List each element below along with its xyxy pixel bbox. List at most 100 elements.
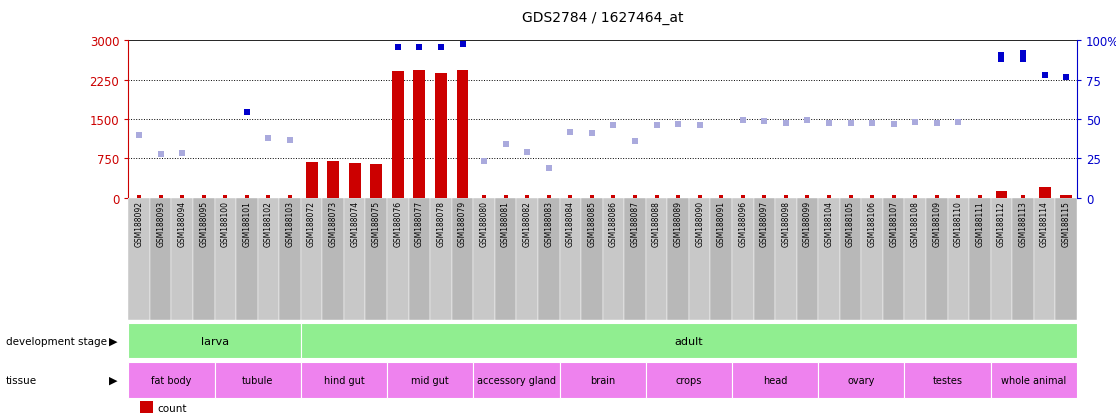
Text: GSM188105: GSM188105 [846, 201, 855, 247]
Bar [128, 198, 150, 320]
Bar [327, 161, 339, 198]
Text: GSM188096: GSM188096 [739, 201, 748, 247]
Text: GSM188092: GSM188092 [135, 201, 144, 247]
Bar [1012, 198, 1033, 320]
Bar [862, 198, 883, 320]
Bar [301, 362, 387, 398]
Bar [452, 198, 473, 320]
Text: GSM188112: GSM188112 [997, 201, 1006, 246]
Text: GSM188074: GSM188074 [350, 201, 359, 247]
Bar [797, 198, 818, 320]
Bar [387, 362, 473, 398]
Text: GSM188076: GSM188076 [393, 201, 403, 247]
Bar [1033, 198, 1056, 320]
Text: GSM188089: GSM188089 [674, 201, 683, 247]
Bar [435, 74, 446, 198]
Text: GSM188078: GSM188078 [436, 201, 445, 247]
Bar [818, 198, 839, 320]
Bar [991, 198, 1012, 320]
Bar [947, 198, 969, 320]
Text: GSM188090: GSM188090 [695, 201, 704, 247]
Bar [559, 198, 581, 320]
Text: whole animal: whole animal [1001, 375, 1067, 385]
Bar [150, 198, 172, 320]
Bar [581, 198, 603, 320]
Bar [624, 198, 646, 320]
Text: GSM188091: GSM188091 [716, 201, 725, 247]
Text: GSM188113: GSM188113 [1019, 201, 1028, 247]
Bar [559, 362, 646, 398]
Text: larva: larva [201, 336, 229, 346]
Bar [214, 198, 237, 320]
Bar [818, 362, 904, 398]
Text: GSM188098: GSM188098 [781, 201, 790, 247]
Bar [172, 198, 193, 320]
Bar [689, 198, 711, 320]
Bar [753, 198, 776, 320]
Text: testes: testes [933, 375, 963, 385]
Text: GSM188080: GSM188080 [480, 201, 489, 247]
Text: GSM188111: GSM188111 [975, 201, 984, 246]
Bar [646, 198, 667, 320]
Text: mid gut: mid gut [412, 375, 449, 385]
Text: GSM188095: GSM188095 [200, 201, 209, 247]
Bar [711, 198, 732, 320]
Text: development stage: development stage [6, 336, 107, 346]
Text: GSM188084: GSM188084 [566, 201, 575, 247]
Bar [279, 198, 301, 320]
Text: GSM188109: GSM188109 [932, 201, 941, 247]
Bar [991, 362, 1077, 398]
Bar [603, 198, 624, 320]
Text: GSM188103: GSM188103 [286, 201, 295, 247]
Text: tubule: tubule [242, 375, 273, 385]
Bar [371, 164, 382, 198]
Text: GSM188099: GSM188099 [802, 201, 812, 247]
Bar [301, 198, 323, 320]
Text: GSM188077: GSM188077 [415, 201, 424, 247]
Bar [413, 71, 425, 198]
Bar [732, 198, 753, 320]
Text: GSM188102: GSM188102 [264, 201, 273, 247]
Text: GSM188114: GSM188114 [1040, 201, 1049, 247]
Bar [904, 362, 991, 398]
Bar [301, 323, 1077, 358]
Bar [904, 198, 926, 320]
Text: GSM188081: GSM188081 [501, 201, 510, 247]
Bar [473, 362, 559, 398]
Bar [926, 198, 947, 320]
Text: GSM188115: GSM188115 [1061, 201, 1070, 247]
Text: GSM188083: GSM188083 [545, 201, 554, 247]
Bar [430, 198, 452, 320]
Bar [306, 163, 318, 198]
Bar [969, 198, 991, 320]
Text: GDS2784 / 1627464_at: GDS2784 / 1627464_at [522, 11, 683, 25]
Text: GSM188100: GSM188100 [221, 201, 230, 247]
Bar [473, 198, 494, 320]
Text: crops: crops [675, 375, 702, 385]
Text: tissue: tissue [6, 375, 37, 385]
Text: GSM188086: GSM188086 [609, 201, 618, 247]
Text: GSM188073: GSM188073 [328, 201, 338, 247]
Bar [392, 71, 404, 198]
Bar [128, 362, 214, 398]
Text: GSM188072: GSM188072 [307, 201, 316, 247]
Text: GSM188107: GSM188107 [889, 201, 898, 247]
Bar [344, 198, 366, 320]
Bar [517, 198, 538, 320]
Text: GSM188082: GSM188082 [522, 201, 531, 247]
Bar [408, 198, 430, 320]
Text: count: count [157, 403, 186, 413]
Bar [366, 198, 387, 320]
Text: GSM188106: GSM188106 [867, 201, 877, 247]
Text: accessory gland: accessory gland [477, 375, 556, 385]
Text: GSM188097: GSM188097 [760, 201, 769, 247]
Bar [349, 164, 360, 198]
Text: GSM188108: GSM188108 [911, 201, 920, 247]
Text: hind gut: hind gut [324, 375, 364, 385]
Text: GSM188075: GSM188075 [372, 201, 381, 247]
Text: adult: adult [674, 336, 703, 346]
Bar [883, 198, 904, 320]
Text: head: head [763, 375, 787, 385]
Bar [494, 198, 517, 320]
Text: ▶: ▶ [108, 336, 117, 346]
